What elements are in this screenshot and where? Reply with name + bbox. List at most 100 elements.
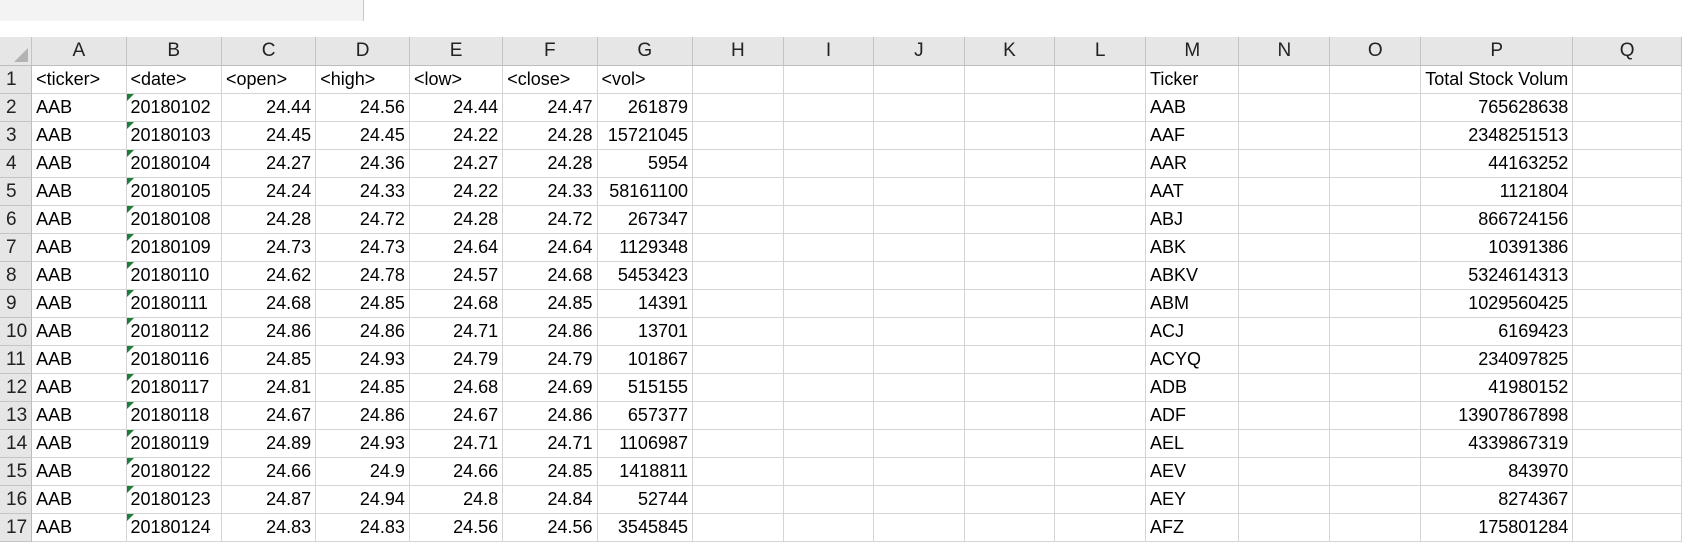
cell-n[interactable]	[1238, 233, 1331, 262]
cell-p[interactable]: 44163252	[1420, 149, 1574, 178]
cell-d[interactable]: 24.73	[315, 233, 410, 262]
cell-d[interactable]: 24.83	[315, 513, 410, 542]
cell-e[interactable]: 24.67	[409, 401, 504, 430]
cell-f[interactable]: 24.64	[502, 233, 598, 262]
cell-f[interactable]: 24.85	[502, 457, 598, 486]
cell-a[interactable]: AAB	[31, 513, 127, 542]
cell-p[interactable]: 866724156	[1420, 205, 1574, 234]
cell-m[interactable]: ABKV	[1145, 261, 1240, 290]
cell-k[interactable]	[964, 261, 1056, 290]
cell-j[interactable]	[873, 93, 965, 122]
cell-k[interactable]	[964, 121, 1056, 150]
cell-o[interactable]	[1329, 457, 1422, 486]
cell-p[interactable]: 5324614313	[1420, 261, 1574, 290]
cell-f[interactable]: 24.28	[502, 149, 598, 178]
cell-q[interactable]	[1572, 261, 1682, 290]
cell-f[interactable]: 24.85	[502, 289, 598, 318]
cell-o[interactable]	[1329, 261, 1422, 290]
cell-j[interactable]	[873, 65, 965, 94]
cell-f[interactable]: 24.79	[502, 345, 598, 374]
cell-q[interactable]	[1572, 373, 1682, 402]
cell-e[interactable]: 24.22	[409, 121, 504, 150]
cell-c[interactable]: <open>	[221, 65, 317, 94]
column-header-j[interactable]: J	[873, 37, 965, 66]
cell-i[interactable]	[783, 485, 875, 514]
cell-p[interactable]: 8274367	[1420, 485, 1574, 514]
cell-f[interactable]: 24.71	[502, 429, 598, 458]
cell-c[interactable]: 24.83	[221, 513, 317, 542]
cell-f[interactable]: 24.33	[502, 177, 598, 206]
row-header[interactable]: 11	[0, 345, 33, 374]
cell-q[interactable]	[1572, 233, 1682, 262]
cell-j[interactable]	[873, 121, 965, 150]
cell-b[interactable]: 20180104	[126, 149, 223, 178]
cell-p[interactable]: 843970	[1420, 457, 1574, 486]
cell-g[interactable]: 1106987	[597, 429, 693, 458]
column-header-p[interactable]: P	[1420, 37, 1574, 66]
cell-a[interactable]: AAB	[31, 93, 127, 122]
cell-m[interactable]: AAF	[1145, 121, 1240, 150]
cell-o[interactable]	[1329, 345, 1422, 374]
cell-h[interactable]	[692, 485, 784, 514]
cell-b[interactable]: 20180119	[126, 429, 223, 458]
cell-k[interactable]	[964, 401, 1056, 430]
column-header-l[interactable]: L	[1054, 37, 1147, 66]
cell-p[interactable]: 10391386	[1420, 233, 1574, 262]
cell-i[interactable]	[783, 233, 875, 262]
cell-g[interactable]: 267347	[597, 205, 693, 234]
formula-bar[interactable]	[363, 0, 1682, 22]
cell-a[interactable]: AAB	[31, 345, 127, 374]
column-header-a[interactable]: A	[31, 37, 127, 66]
cell-b[interactable]: 20180118	[126, 401, 223, 430]
cell-d[interactable]: <high>	[315, 65, 410, 94]
cell-m[interactable]: AEY	[1145, 485, 1240, 514]
cell-f[interactable]: 24.69	[502, 373, 598, 402]
column-header-d[interactable]: D	[315, 37, 410, 66]
cell-g[interactable]: 52744	[597, 485, 693, 514]
cell-o[interactable]	[1329, 177, 1422, 206]
cell-g[interactable]: 5453423	[597, 261, 693, 290]
cell-o[interactable]	[1329, 121, 1422, 150]
cell-l[interactable]	[1054, 121, 1147, 150]
cell-d[interactable]: 24.86	[315, 317, 410, 346]
cell-h[interactable]	[692, 317, 784, 346]
cell-k[interactable]	[964, 429, 1056, 458]
cell-m[interactable]: AFZ	[1145, 513, 1240, 542]
row-header[interactable]: 8	[0, 261, 33, 290]
column-header-f[interactable]: F	[502, 37, 598, 66]
cell-a[interactable]: AAB	[31, 317, 127, 346]
cell-j[interactable]	[873, 317, 965, 346]
cell-g[interactable]: 15721045	[597, 121, 693, 150]
cell-p[interactable]: 234097825	[1420, 345, 1574, 374]
row-header[interactable]: 7	[0, 233, 33, 262]
cell-l[interactable]	[1054, 205, 1147, 234]
cell-i[interactable]	[783, 149, 875, 178]
cell-b[interactable]: 20180112	[126, 317, 223, 346]
cell-a[interactable]: AAB	[31, 485, 127, 514]
cell-q[interactable]	[1572, 401, 1682, 430]
cell-a[interactable]: AAB	[31, 205, 127, 234]
cell-g[interactable]: 14391	[597, 289, 693, 318]
cell-i[interactable]	[783, 177, 875, 206]
cell-d[interactable]: 24.86	[315, 401, 410, 430]
cell-j[interactable]	[873, 289, 965, 318]
cell-o[interactable]	[1329, 373, 1422, 402]
cell-h[interactable]	[692, 121, 784, 150]
row-header[interactable]: 6	[0, 205, 33, 234]
cell-h[interactable]	[692, 373, 784, 402]
cell-p[interactable]: 1121804	[1420, 177, 1574, 206]
cell-m[interactable]: AEV	[1145, 457, 1240, 486]
cell-i[interactable]	[783, 289, 875, 318]
cell-c[interactable]: 24.44	[221, 93, 317, 122]
cell-d[interactable]: 24.33	[315, 177, 410, 206]
cell-g[interactable]: 101867	[597, 345, 693, 374]
cell-a[interactable]: AAB	[31, 149, 127, 178]
name-box[interactable]	[0, 0, 363, 22]
cell-h[interactable]	[692, 513, 784, 542]
cell-e[interactable]: 24.22	[409, 177, 504, 206]
cell-m[interactable]: Ticker	[1145, 65, 1240, 94]
cell-j[interactable]	[873, 373, 965, 402]
cell-e[interactable]: 24.27	[409, 149, 504, 178]
cell-b[interactable]: 20180117	[126, 373, 223, 402]
row-header[interactable]: 13	[0, 401, 33, 430]
